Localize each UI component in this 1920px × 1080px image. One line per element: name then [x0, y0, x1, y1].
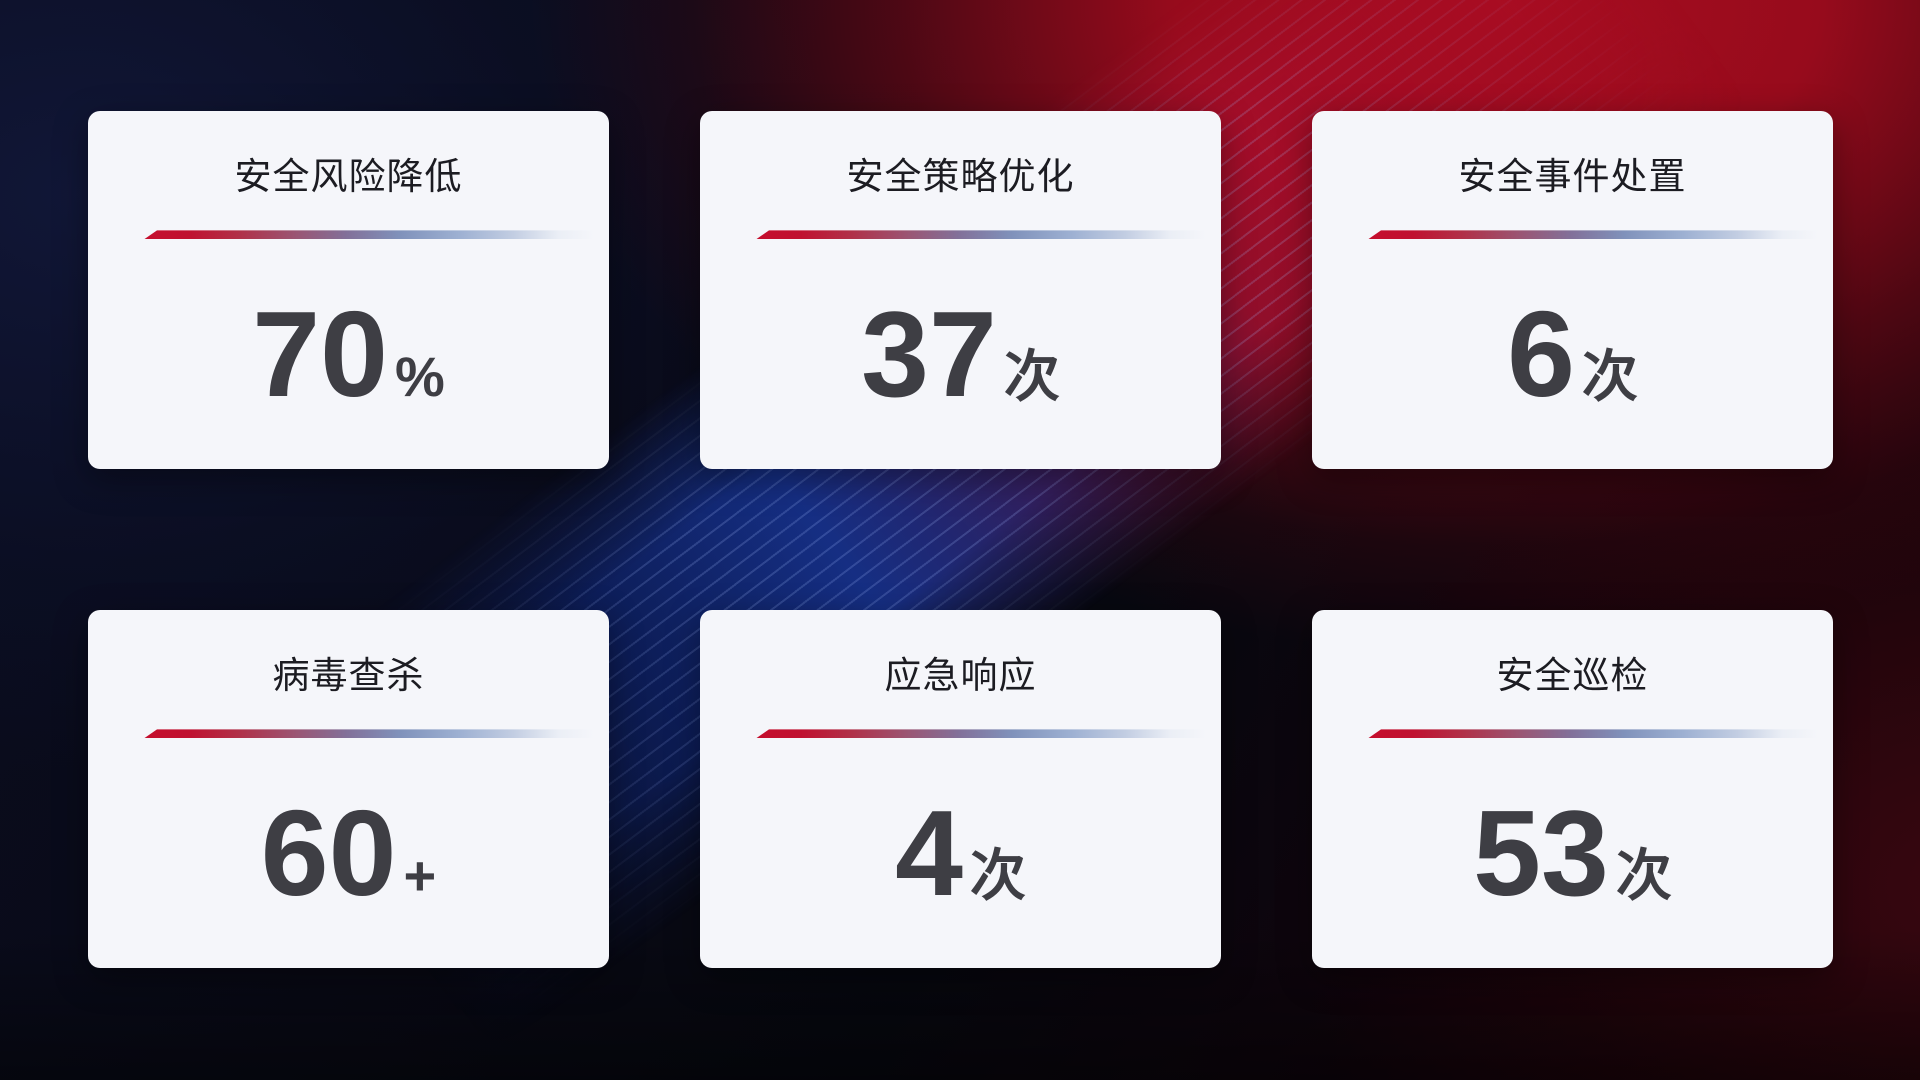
- card-title: 安全策略优化: [846, 156, 1075, 197]
- divider-line: [144, 230, 594, 240]
- card-value-row: 37 次: [700, 239, 1221, 469]
- stat-card: 安全巡检 53 次: [1312, 610, 1833, 968]
- card-title: 安全事件处置: [1458, 156, 1687, 197]
- card-value: 6: [1507, 286, 1575, 423]
- card-unit: %: [394, 345, 445, 409]
- card-value-row: 70 %: [88, 239, 609, 469]
- card-title: 安全巡检: [1496, 655, 1649, 696]
- stat-card: 应急响应 4 次: [700, 610, 1221, 968]
- stat-cards-grid: 安全风险降低 70 % 安全策略优化 37 次 安全事件处置: [88, 111, 1833, 968]
- card-value-row: 4 次: [700, 738, 1221, 968]
- card-unit: +: [403, 844, 437, 908]
- card-value-row: 60 +: [88, 738, 609, 968]
- card-value-row: 6 次: [1312, 239, 1833, 469]
- card-unit: 次: [1581, 345, 1638, 409]
- card-value: 60: [260, 785, 397, 922]
- card-value: 4: [895, 785, 963, 922]
- divider-line: [1368, 230, 1818, 240]
- card-value-row: 53 次: [1312, 738, 1833, 968]
- stat-card: 安全策略优化 37 次: [700, 111, 1221, 469]
- card-title: 应急响应: [884, 655, 1037, 696]
- divider-line: [756, 230, 1206, 240]
- stat-card: 病毒查杀 60 +: [88, 610, 609, 968]
- divider-line: [144, 729, 594, 739]
- stat-card: 安全风险降低 70 %: [88, 111, 609, 469]
- card-unit: 次: [1615, 844, 1672, 908]
- card-value: 70: [252, 286, 388, 423]
- divider-line: [1368, 729, 1818, 739]
- card-unit: 次: [1003, 345, 1060, 409]
- card-value: 53: [1473, 785, 1609, 922]
- card-unit: 次: [969, 844, 1026, 908]
- card-title: 安全风险降低: [234, 156, 463, 197]
- card-value: 37: [861, 286, 997, 423]
- stat-card: 安全事件处置 6 次: [1312, 111, 1833, 469]
- card-title: 病毒查杀: [272, 655, 425, 696]
- divider-line: [756, 729, 1206, 739]
